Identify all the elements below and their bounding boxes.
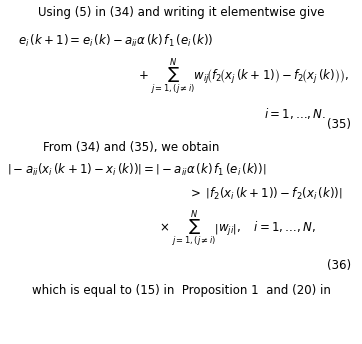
Text: $\times\;\sum_{j=1,(j\neq i)}^{N}\left|w_{ji}\right|,\quad i=1,\ldots,N,$: $\times\;\sum_{j=1,(j\neq i)}^{N}\left|w… — [159, 209, 316, 249]
Text: $i=1,\ldots,N.$: $i=1,\ldots,N.$ — [264, 106, 326, 121]
Text: Using (5) in (34) and writing it elementwise give: Using (5) in (34) and writing it element… — [38, 6, 324, 19]
Text: (36): (36) — [327, 259, 351, 272]
Text: From (34) and (35), we obtain: From (34) and (35), we obtain — [43, 141, 220, 154]
Text: (35): (35) — [327, 118, 351, 131]
Text: $e_i\,(k+1) = e_i\,(k) - a_{ii}\alpha\,(k)\,f_1\,(e_i\,(k))$: $e_i\,(k+1) = e_i\,(k) - a_{ii}\alpha\,(… — [18, 33, 214, 49]
Text: which is equal to (15) in  Proposition 1  and (20) in: which is equal to (15) in Proposition 1 … — [31, 284, 331, 297]
Text: $+\;\sum_{j=1,(j\neq i)}^{N}w_{ij}\!\left(f_2\!\left(x_j\,(k+1)\right) - f_2\!\l: $+\;\sum_{j=1,(j\neq i)}^{N}w_{ij}\!\lef… — [138, 57, 349, 97]
Text: $\left|-a_{ii}\left(x_i\,(k+1)-x_i\,(k)\right)\right| = \left|-a_{ii}\alpha\,(k): $\left|-a_{ii}\left(x_i\,(k+1)-x_i\,(k)\… — [7, 162, 267, 178]
Text: $>\;\left|f_2\left(x_i\,(k+1)\right) - f_2\left(x_i\,(k)\right)\right|$: $>\;\left|f_2\left(x_i\,(k+1)\right) - f… — [188, 186, 343, 202]
